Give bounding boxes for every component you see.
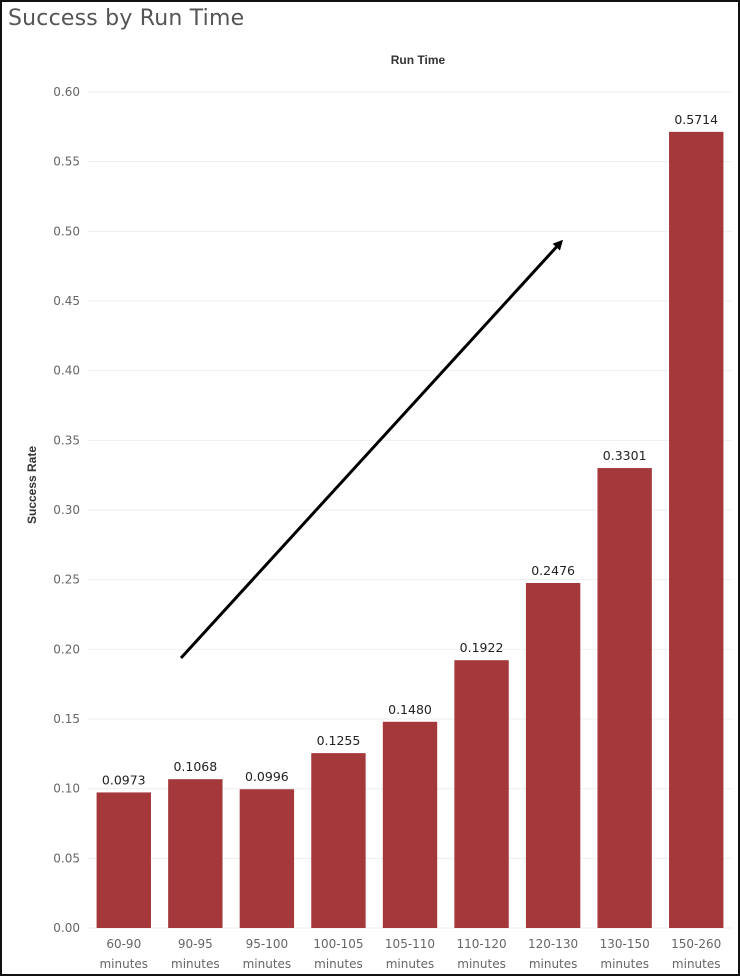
x-tick-label: 90-95 — [178, 937, 213, 951]
y-tick-label: 0.60 — [53, 85, 80, 99]
x-tick-label: 110-120 — [456, 937, 506, 951]
y-tick-label: 0.25 — [53, 573, 80, 587]
data-label: 0.2476 — [531, 563, 575, 578]
y-axis-ticks: 0.00 0.05 0.10 0.15 0.20 0.25 0.30 0.35 0.40 0.45… — [53, 85, 80, 935]
y-tick-label: 0.40 — [53, 364, 80, 378]
y-tick-label: 0.35 — [53, 433, 80, 447]
bars — [96, 131, 724, 928]
data-label: 0.0996 — [245, 769, 289, 784]
y-tick-label: 0.50 — [53, 224, 80, 238]
data-label: 0.1480 — [388, 702, 432, 717]
y-axis-title: Success Rate — [25, 446, 39, 524]
x-tick-label: 105-110 — [385, 937, 435, 951]
y-tick-label: 0.05 — [53, 851, 80, 865]
bar — [168, 779, 223, 928]
bar — [96, 792, 151, 928]
x-tick-label-unit: minutes — [529, 957, 578, 971]
y-tick-label: 0.15 — [53, 712, 80, 726]
bar — [454, 660, 509, 928]
x-tick-label-unit: minutes — [386, 957, 435, 971]
x-tick-label-unit: minutes — [314, 957, 363, 971]
bar — [239, 789, 295, 928]
x-tick-label-unit: minutes — [600, 957, 649, 971]
y-tick-label: 0.45 — [53, 294, 80, 308]
data-label: 0.1922 — [460, 640, 504, 655]
bar — [311, 753, 366, 928]
y-tick-label: 0.55 — [53, 155, 80, 169]
x-tick-label: 95-100 — [246, 937, 289, 951]
y-tick-label: 0.10 — [53, 782, 80, 796]
x-tick-label-unit: minutes — [243, 957, 292, 971]
chart-title: Success by Run Time — [8, 6, 245, 31]
bar — [669, 131, 724, 928]
x-axis-ticks: 60-90 minutes 90-95 minutes 95-100 minutes 100… — [99, 937, 721, 971]
x-tick-label: 60-90 — [106, 937, 141, 951]
x-tick-label-unit: minutes — [672, 957, 721, 971]
bar — [525, 583, 581, 928]
x-tick-label: 120-130 — [528, 937, 578, 951]
data-label: 0.1068 — [173, 759, 217, 774]
y-tick-label: 0.30 — [53, 503, 80, 517]
data-label: 0.5714 — [674, 112, 718, 127]
trend-arrow-line — [179, 239, 564, 660]
y-tick-label: 0.20 — [53, 642, 80, 656]
x-tick-label-unit: minutes — [171, 957, 220, 971]
trend-arrow — [179, 239, 564, 660]
x-tick-label: 130-150 — [600, 937, 650, 951]
x-axis-title: Run Time — [391, 53, 446, 67]
data-label: 0.3301 — [603, 448, 647, 463]
bar — [597, 468, 652, 928]
x-tick-label-unit: minutes — [99, 957, 148, 971]
y-tick-label: 0.00 — [53, 921, 80, 935]
x-tick-label: 150-260 — [671, 937, 721, 951]
x-tick-label-unit: minutes — [457, 957, 506, 971]
data-label: 0.1255 — [317, 733, 361, 748]
bar — [382, 721, 438, 928]
data-labels: 0.0973 0.1068 0.0996 0.1255 0.1480 0.1922 0.24… — [102, 112, 718, 788]
x-tick-label: 100-105 — [313, 937, 363, 951]
data-label: 0.0973 — [102, 772, 146, 787]
